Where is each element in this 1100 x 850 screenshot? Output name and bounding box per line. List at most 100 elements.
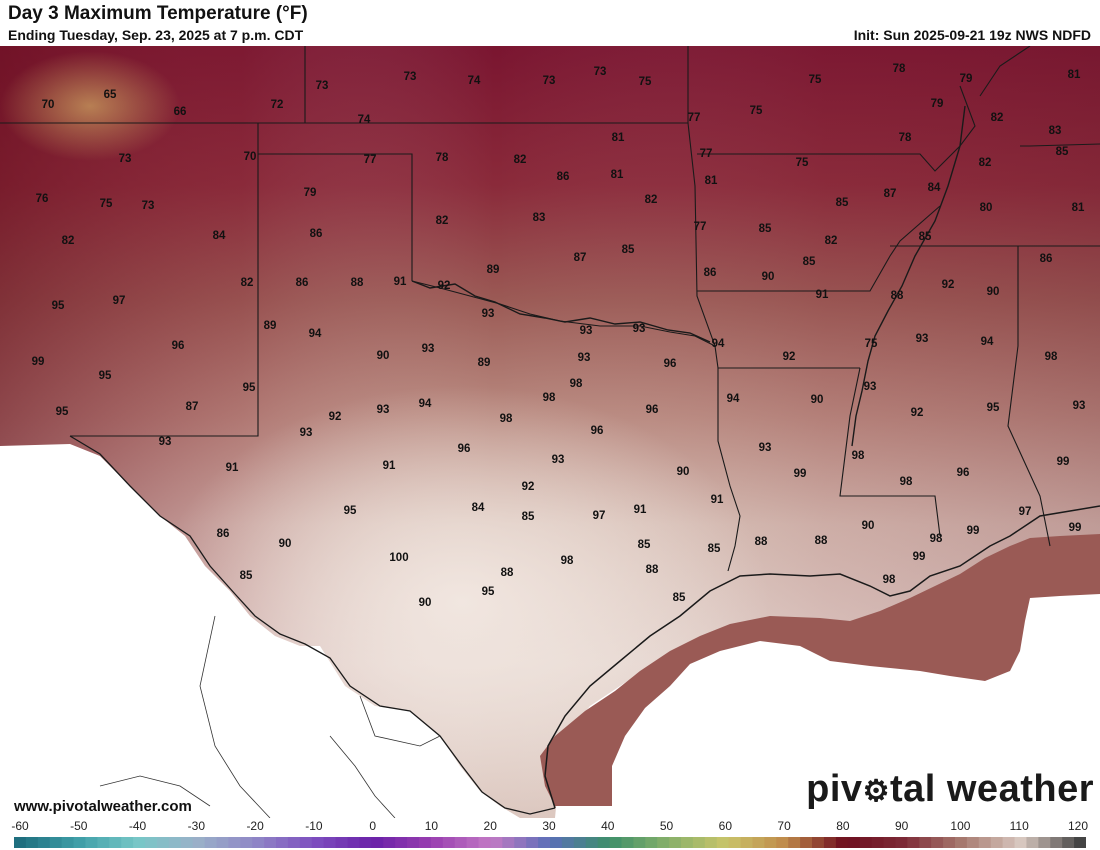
temperature-label: 99 xyxy=(967,525,980,537)
temperature-label: 90 xyxy=(279,538,292,550)
temperature-label: 93 xyxy=(552,454,565,466)
colorbar-swatch xyxy=(240,837,253,848)
temperature-label: 85 xyxy=(836,197,849,209)
temperature-label: 94 xyxy=(309,328,322,340)
colorbar-swatch xyxy=(943,837,956,848)
gear-icon: ⚙ xyxy=(862,775,890,808)
temperature-label: 98 xyxy=(500,413,513,425)
temperature-label: 83 xyxy=(1049,125,1062,137)
colorbar-swatch xyxy=(1026,837,1039,848)
temperature-label: 66 xyxy=(174,106,187,118)
colorbar-swatch xyxy=(609,837,623,848)
colorbar-tick-label: 0 xyxy=(369,819,376,833)
temperature-label: 70 xyxy=(42,99,55,111)
colorbar-tick-label: -50 xyxy=(70,819,88,833)
temperature-label: 89 xyxy=(487,264,500,276)
temperature-label: 93 xyxy=(482,308,495,320)
colorbar-swatch xyxy=(168,837,182,848)
temperature-label: 82 xyxy=(645,194,658,206)
colorbar-swatch xyxy=(407,837,420,848)
red-river xyxy=(411,280,711,343)
temperature-label: 77 xyxy=(364,154,377,166)
colorbar-swatch xyxy=(847,837,861,848)
temperature-label: 95 xyxy=(482,586,495,598)
colorbar-swatch xyxy=(252,837,265,848)
colorbar-swatch xyxy=(454,837,468,848)
colorbar-swatch xyxy=(550,837,563,848)
temperature-label: 96 xyxy=(664,358,677,370)
temperature-label: 81 xyxy=(611,169,624,181)
temperature-label: 98 xyxy=(930,533,943,545)
colorbar-swatch xyxy=(776,837,789,848)
temperature-label: 87 xyxy=(574,252,587,264)
colorbar-swatch xyxy=(907,837,920,848)
colorbar-swatch xyxy=(1074,837,1086,848)
temperature-label: 93 xyxy=(377,404,390,416)
temperature-label: 80 xyxy=(980,202,993,214)
colorbar-swatch xyxy=(966,837,980,848)
temperature-label: 90 xyxy=(811,394,824,406)
colorbar-swatch xyxy=(73,837,87,848)
colorbar-swatch xyxy=(1062,837,1075,848)
colorbar-swatch xyxy=(526,837,539,848)
temperature-label: 81 xyxy=(705,175,718,187)
temperature-label: 98 xyxy=(852,450,865,462)
colorbar-gradient xyxy=(14,837,1086,848)
temperature-label: 85 xyxy=(919,231,932,243)
colorbar-swatch xyxy=(657,837,670,848)
temperature-label: 73 xyxy=(119,153,132,165)
temperature-label: 92 xyxy=(438,280,451,292)
brand-text-right: tal weather xyxy=(889,768,1094,810)
brand-text-left: piv xyxy=(806,768,863,810)
temperature-label: 100 xyxy=(389,552,408,564)
colorbar-swatch xyxy=(716,837,730,848)
colorbar-swatch xyxy=(466,837,480,848)
temperature-label: 93 xyxy=(580,325,593,337)
temperature-label: 91 xyxy=(711,494,724,506)
colorbar-swatch xyxy=(573,837,587,848)
temperature-label: 75 xyxy=(796,157,809,169)
init-time: Init: Sun 2025-09-21 19z NWS NDFD xyxy=(853,27,1091,43)
temperature-label: 93 xyxy=(759,442,772,454)
temperature-label: 92 xyxy=(329,411,342,423)
temperature-label: 96 xyxy=(957,467,970,479)
colorbar-swatch xyxy=(156,837,170,848)
temperature-label: 86 xyxy=(704,267,717,279)
temperature-label: 82 xyxy=(241,277,254,289)
temperature-label: 82 xyxy=(825,235,838,247)
temperature-label: 65 xyxy=(104,89,117,101)
temperature-label: 90 xyxy=(377,350,390,362)
temperature-label: 96 xyxy=(172,340,185,352)
temperature-label: 95 xyxy=(99,370,112,382)
colorbar-swatch xyxy=(895,837,908,848)
temperature-label: 85 xyxy=(673,592,686,604)
temperature-label: 84 xyxy=(472,502,485,514)
temperature-label: 93 xyxy=(1073,400,1086,412)
temperature-label: 74 xyxy=(358,114,371,126)
site-url[interactable]: www.pivotalweather.com xyxy=(14,798,192,815)
colorbar-swatch xyxy=(97,837,110,848)
temperature-label: 81 xyxy=(1072,202,1085,214)
temperature-label: 88 xyxy=(646,564,659,576)
temperature-label: 93 xyxy=(864,381,877,393)
temperature-label: 75 xyxy=(809,74,822,86)
temperature-label: 85 xyxy=(638,539,651,551)
colorbar-swatch xyxy=(1038,837,1051,848)
colorbar-swatch xyxy=(395,837,408,848)
colorbar-swatch xyxy=(812,837,825,848)
temperature-label: 98 xyxy=(570,378,583,390)
colorbar-tick-label: -40 xyxy=(128,819,147,833)
colorbar-tick-label: 60 xyxy=(718,819,733,833)
temperature-map[interactable]: 65 66 70 72 73 73 74 73 73 75 75 78 79 81 74 77 75 79 82 83… xyxy=(0,46,1100,818)
temperature-label: 92 xyxy=(522,481,535,493)
temperature-label: 79 xyxy=(304,187,317,199)
temperature-label: 83 xyxy=(533,212,546,224)
temperature-label: 87 xyxy=(884,188,897,200)
colorbar-tick-label: -20 xyxy=(246,819,264,833)
colorbar-tick-label: 120 xyxy=(1067,819,1089,833)
temperature-label: 96 xyxy=(591,425,604,437)
temperature-label: 86 xyxy=(557,171,570,183)
temperature-label: 91 xyxy=(383,460,396,472)
temperature-label: 88 xyxy=(501,567,514,579)
colorbar-swatch xyxy=(276,837,289,848)
